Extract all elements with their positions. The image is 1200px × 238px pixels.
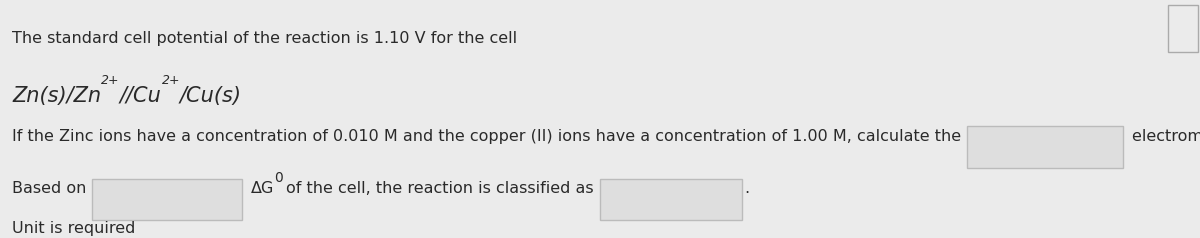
Text: //Cu: //Cu [120,86,162,106]
Text: of the cell, the reaction is classified as: of the cell, the reaction is classified … [287,181,594,196]
Text: ΔG: ΔG [251,181,274,196]
FancyBboxPatch shape [600,178,742,220]
Text: Unit is required: Unit is required [12,221,136,236]
Text: Based on: Based on [12,181,86,196]
Text: electromotive force (EMF) of the cell.: electromotive force (EMF) of the cell. [1132,129,1200,144]
Text: 0: 0 [274,171,283,185]
Text: .: . [744,181,749,196]
Text: Zn(s)/Zn: Zn(s)/Zn [12,86,101,106]
Text: The standard cell potential of the reaction is 1.10 V for the cell: The standard cell potential of the react… [12,31,517,46]
Text: If the Zinc ions have a concentration of 0.010 M and the copper (II) ions have a: If the Zinc ions have a concentration of… [12,129,961,144]
Text: 2+: 2+ [162,74,180,87]
FancyBboxPatch shape [92,178,242,220]
Text: 2+: 2+ [101,74,120,87]
Text: 0: 0 [274,171,283,185]
Text: Based on: Based on [12,181,86,196]
FancyBboxPatch shape [967,126,1123,168]
FancyBboxPatch shape [1168,5,1198,52]
Text: of the cell, the reaction is classified as: of the cell, the reaction is classified … [287,181,594,196]
Text: /Cu(s): /Cu(s) [180,86,242,106]
Text: If the Zinc ions have a concentration of 0.010 M and the copper (II) ions have a: If the Zinc ions have a concentration of… [12,129,961,144]
